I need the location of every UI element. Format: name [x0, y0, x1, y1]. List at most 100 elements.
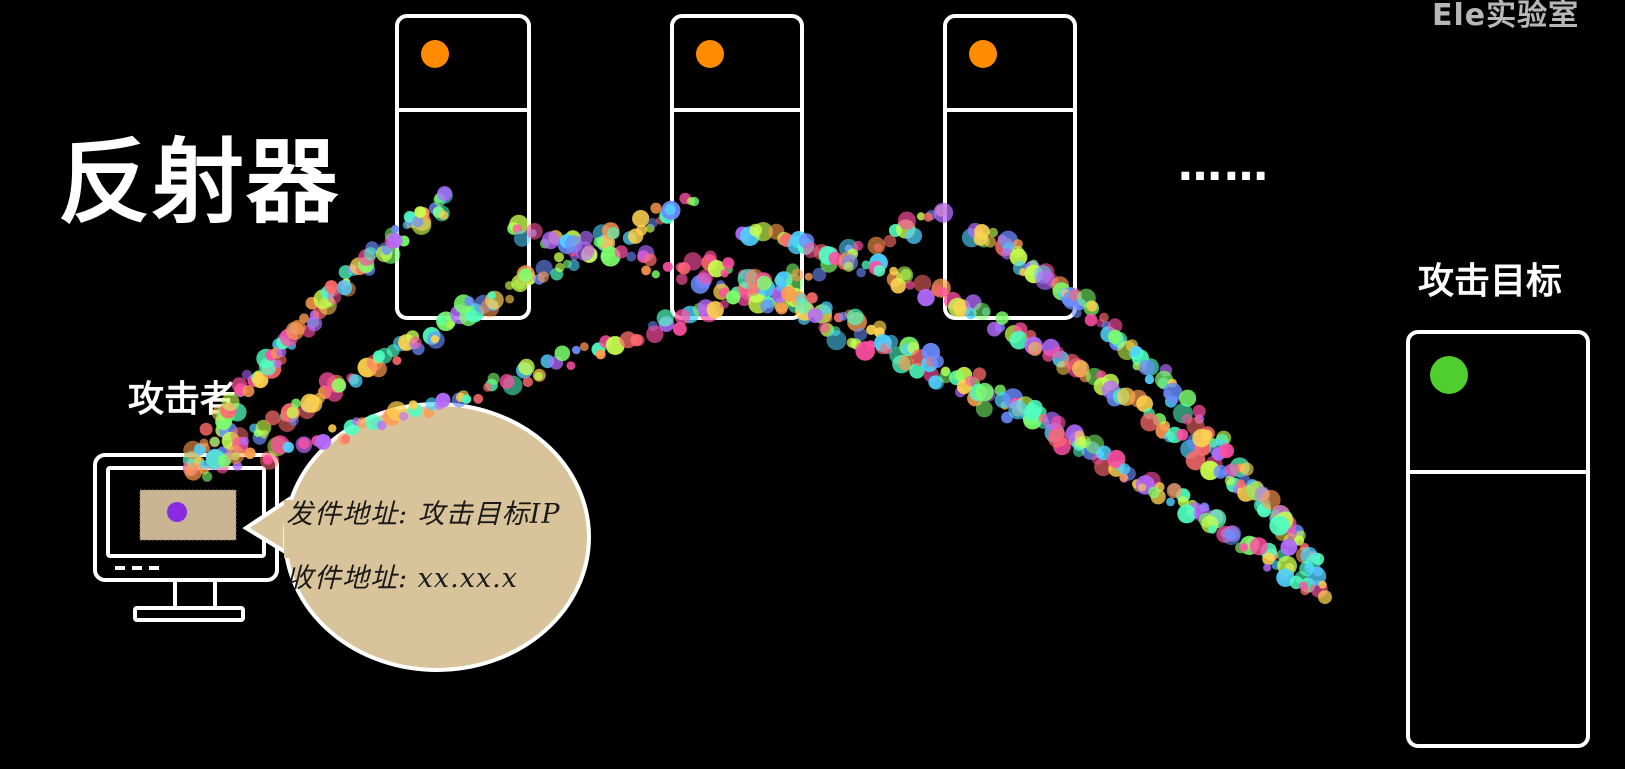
packet-particle: [846, 308, 864, 326]
packet-particle: [747, 282, 761, 296]
reflector-title: 反射器: [58, 129, 341, 236]
packet-particle: [972, 367, 987, 381]
packet-particle: [473, 393, 484, 404]
packet-particle: [1238, 542, 1248, 552]
packet-particle: [975, 400, 993, 418]
packet-particle: [1249, 537, 1268, 556]
packet-particle: [579, 230, 594, 245]
packet-particle: [614, 245, 628, 259]
server-divider: [1410, 470, 1586, 474]
packet-particle: [987, 321, 1002, 337]
packet-particle: [1138, 359, 1155, 376]
packet-particle: [656, 309, 674, 327]
server-divider: [399, 108, 527, 112]
packet-particle: [1099, 312, 1109, 323]
packet-particle: [526, 223, 543, 240]
packet-particle: [790, 268, 804, 282]
packet-particle: [242, 385, 255, 398]
packet-particle: [1262, 552, 1275, 566]
packet-particle: [1177, 504, 1197, 524]
packet-particle: [672, 322, 687, 336]
packet-particle: [664, 203, 676, 216]
packet-particle: [984, 236, 996, 248]
packet-particle: [1086, 300, 1098, 312]
packet-particle: [1177, 496, 1189, 507]
packet-particle: [1224, 475, 1235, 486]
packet-particle: [861, 260, 871, 270]
packet-particle: [221, 393, 240, 411]
packet-particle: [376, 347, 393, 364]
packet-particle: [349, 374, 363, 388]
packet-particle: [487, 291, 496, 300]
packet-particle: [1287, 529, 1297, 540]
packet-particle: [337, 280, 353, 296]
packet-particle: [184, 462, 203, 481]
packet-particle: [1138, 483, 1147, 492]
packet-particle: [1318, 590, 1332, 605]
packet-particle: [408, 400, 418, 410]
packet-particle: [446, 320, 455, 329]
packet-particle: [306, 315, 323, 332]
packet-particle: [259, 429, 269, 439]
packet-particle: [662, 261, 673, 272]
packet-particle: [290, 319, 306, 335]
packet-particle: [1140, 412, 1159, 432]
packet-particle: [1260, 489, 1281, 510]
packet-particle: [853, 327, 868, 341]
packet-particle: [995, 311, 1009, 325]
packet-particle: [795, 298, 811, 314]
packet-particle: [487, 372, 500, 385]
packet-particle: [1299, 581, 1308, 591]
packet-particle: [756, 275, 772, 291]
packet-particle: [1148, 486, 1160, 499]
packet-particle: [706, 301, 724, 319]
packet-particle: [241, 369, 252, 380]
packet-particle: [676, 273, 688, 285]
packet-particle: [555, 262, 565, 273]
packet-particle: [726, 290, 741, 305]
packet-particle: [244, 447, 256, 459]
packet-particle: [1051, 346, 1065, 360]
packet-particle: [905, 227, 923, 244]
packet-particle: [607, 227, 620, 240]
packet-particle: [568, 259, 580, 271]
packet-particle: [846, 337, 857, 348]
packet-particle: [1051, 415, 1066, 430]
packet-particle: [938, 287, 949, 297]
target-label: 攻击目标: [1418, 261, 1563, 302]
packet-particle: [541, 231, 560, 250]
packet-particle: [1185, 450, 1206, 471]
packet-particle: [651, 270, 660, 279]
packet-particle: [930, 354, 944, 369]
packet-particle: [818, 322, 830, 334]
packet-particle: [909, 363, 925, 379]
packet-particle: [265, 410, 281, 426]
packet-particle: [988, 227, 998, 238]
packet-particle: [1222, 526, 1241, 546]
packet-particle: [438, 210, 449, 220]
packet-particle: [804, 272, 813, 281]
packet-particle: [1071, 308, 1082, 318]
packet-particle: [630, 333, 643, 347]
watermark-text: Ele实验室: [1432, 0, 1580, 33]
reflector-server-2: [670, 14, 804, 320]
packet-particle: [843, 261, 854, 272]
packet-particle: [689, 196, 700, 207]
packet-particle: [1084, 313, 1098, 327]
packet-particle: [646, 325, 664, 343]
packet-particle: [593, 237, 604, 248]
packet-particle: [1216, 469, 1226, 478]
packet-particle: [332, 378, 347, 393]
packet-particle: [1042, 349, 1055, 362]
packet-particle: [760, 299, 775, 314]
packet-particle: [513, 230, 531, 247]
packet-particle: [328, 424, 337, 433]
packet-particle: [1107, 449, 1126, 469]
packet-particle: [414, 206, 427, 219]
packet-particle: [897, 211, 916, 230]
packet-particle: [1008, 400, 1028, 420]
packet-particle: [975, 382, 994, 402]
packet-particle: [411, 215, 424, 228]
packet-particle: [575, 241, 595, 261]
